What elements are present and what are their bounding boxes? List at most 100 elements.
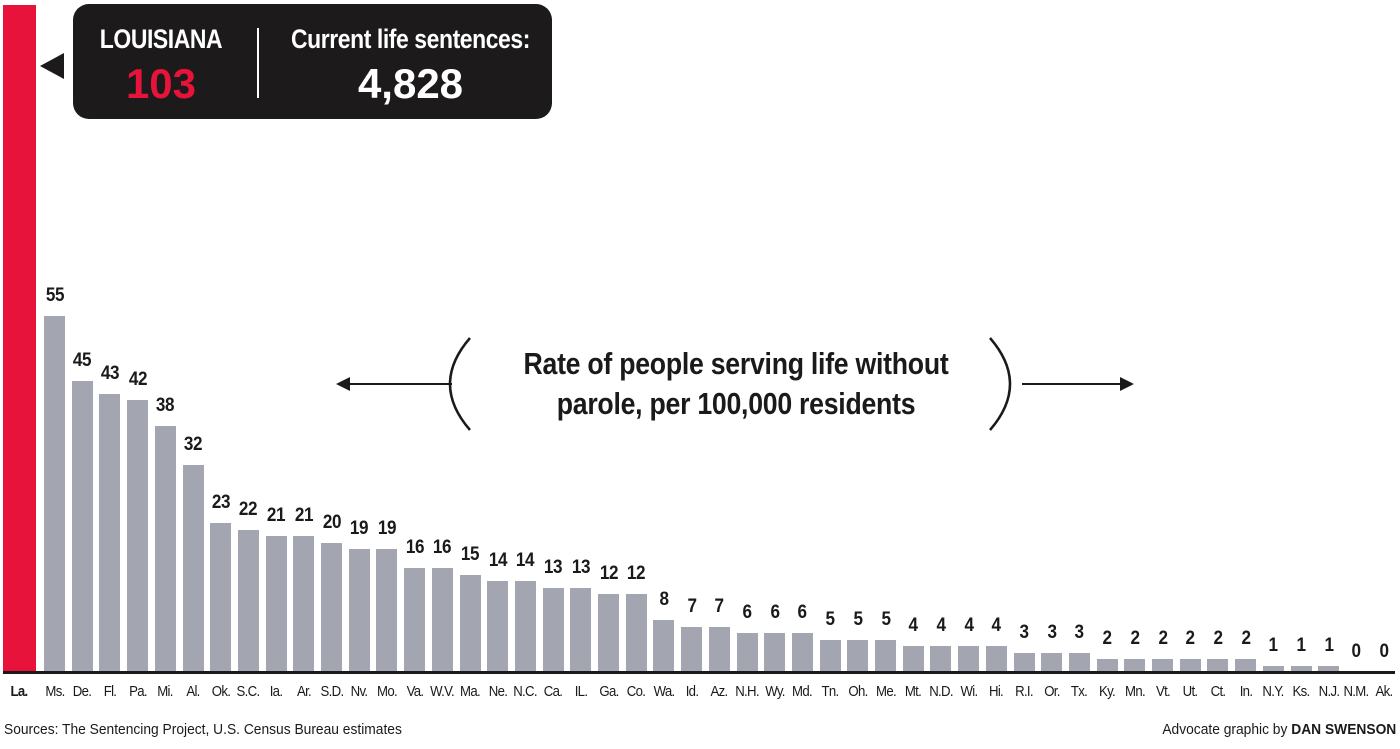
- bar-value-label: 23: [211, 492, 231, 513]
- category-label: W.V.: [430, 683, 455, 700]
- category-label: Az.: [710, 683, 729, 700]
- callout-life-count: 4,828: [357, 60, 464, 107]
- bar-value-label: 0: [1351, 641, 1362, 662]
- bar-fl: [99, 394, 121, 672]
- callout-pointer-icon: [40, 53, 64, 79]
- category-label: Ks.: [1292, 683, 1311, 700]
- bar-value-label: 2: [1241, 628, 1251, 649]
- bar-wi: [958, 646, 980, 672]
- bar-value-label: 20: [322, 512, 341, 533]
- bar-mt: [902, 646, 924, 672]
- bar-value-label: 14: [488, 550, 508, 571]
- bar-va: [404, 568, 426, 672]
- bar-al: [182, 465, 204, 672]
- bar-value-label: 4: [964, 615, 974, 636]
- bar-value-label: 21: [294, 505, 314, 526]
- bar-value-label: 15: [460, 544, 480, 565]
- category-label: N.D.: [929, 683, 953, 700]
- category-label: S.D.: [320, 683, 344, 700]
- chart-annotation: Rate of people serving life without paro…: [448, 336, 1024, 436]
- bar-value-label: 4: [991, 615, 1002, 636]
- category-label: Ga.: [598, 683, 619, 700]
- bar-id: [681, 627, 703, 672]
- bar-tn: [819, 640, 841, 672]
- category-label: In.: [1239, 683, 1252, 700]
- bar-value-label: 43: [100, 363, 120, 384]
- category-label: R.I.: [1015, 683, 1033, 700]
- category-label: Nv.: [350, 683, 368, 700]
- category-label: De.: [72, 683, 92, 700]
- category-label: Al.: [186, 683, 200, 700]
- bar-tx: [1068, 653, 1090, 672]
- category-label: Ut.: [1182, 683, 1198, 700]
- bar-sd: [321, 543, 342, 672]
- bar-ms: [44, 316, 65, 672]
- category-label: Hi.: [989, 683, 1004, 700]
- category-label: N.J.: [1318, 683, 1340, 700]
- bar-value-label: 42: [128, 369, 148, 390]
- bar-value-label: 6: [797, 602, 808, 623]
- bar-ut: [1179, 659, 1201, 672]
- bar-nh: [736, 633, 758, 672]
- category-label: Ok.: [211, 683, 230, 700]
- bar-value-label: 1: [1324, 635, 1334, 656]
- bar-value-label: 5: [825, 609, 836, 630]
- bar-value-label: 32: [183, 434, 203, 455]
- bar-value-label: 5: [853, 609, 863, 630]
- category-label: Me.: [875, 683, 897, 700]
- category-label: Mt.: [905, 683, 922, 700]
- bar-me: [875, 640, 896, 672]
- bar-az: [708, 627, 730, 672]
- bar-value-label: 45: [73, 350, 92, 371]
- bar-value-label: 13: [571, 557, 591, 578]
- bar-value-label: 6: [770, 602, 780, 623]
- category-label: Ar.: [296, 683, 312, 700]
- category-label: Ma.: [460, 683, 481, 700]
- bar-value-label: 2: [1213, 628, 1223, 649]
- category-label: Tx.: [1071, 683, 1088, 700]
- bar-ne: [487, 581, 509, 672]
- credit-name: DAN SWENSON: [1290, 721, 1396, 738]
- annotation-bracket-arrows-icon: [336, 337, 1134, 431]
- bar-ca: [542, 588, 564, 672]
- bar-or: [1041, 653, 1063, 672]
- bar-ia: [265, 536, 287, 672]
- bar-value-label: 5: [880, 609, 891, 630]
- bar-mi: [154, 426, 176, 672]
- bar-la: [3, 5, 36, 672]
- category-label: N.M.: [1343, 683, 1370, 700]
- category-label: Ia.: [269, 683, 283, 700]
- bar-value-label: 55: [45, 285, 64, 306]
- bar-value-label: 19: [377, 518, 397, 539]
- category-label: Wi.: [960, 683, 978, 700]
- bar-value-label: 3: [1074, 622, 1085, 643]
- category-label: Mn.: [1124, 683, 1146, 700]
- bar-value-label: 4: [908, 615, 919, 636]
- category-label: Oh.: [848, 683, 868, 700]
- bar-value-label: 2: [1130, 628, 1140, 649]
- bar-value-label: 1: [1268, 635, 1279, 656]
- bar-vt: [1152, 659, 1173, 672]
- category-label: Ct.: [1210, 683, 1226, 700]
- bar-mn: [1124, 659, 1146, 672]
- bar-value-label: 7: [714, 596, 725, 617]
- bar-value-label: 3: [1019, 622, 1029, 643]
- bar-nc: [514, 581, 536, 672]
- bar-hi: [985, 646, 1007, 672]
- bar-oh: [847, 640, 869, 672]
- category-label: Pa.: [128, 683, 147, 700]
- category-label: N.C.: [513, 683, 538, 700]
- category-label: Ms.: [44, 683, 65, 700]
- bar-wy: [764, 633, 786, 672]
- category-label: Mi.: [157, 683, 174, 700]
- category-label: Fl.: [103, 683, 117, 700]
- bar-value-label: 19: [350, 518, 369, 539]
- callout-life-label: Current life sentences:: [291, 24, 530, 54]
- callout-state-rate: 103: [125, 60, 197, 107]
- bar-value-label: 12: [599, 563, 618, 584]
- bar-nd: [930, 646, 952, 672]
- bar-ma: [459, 575, 481, 672]
- bar-value-label: 4: [936, 615, 946, 636]
- bar-value-label: 2: [1185, 628, 1196, 649]
